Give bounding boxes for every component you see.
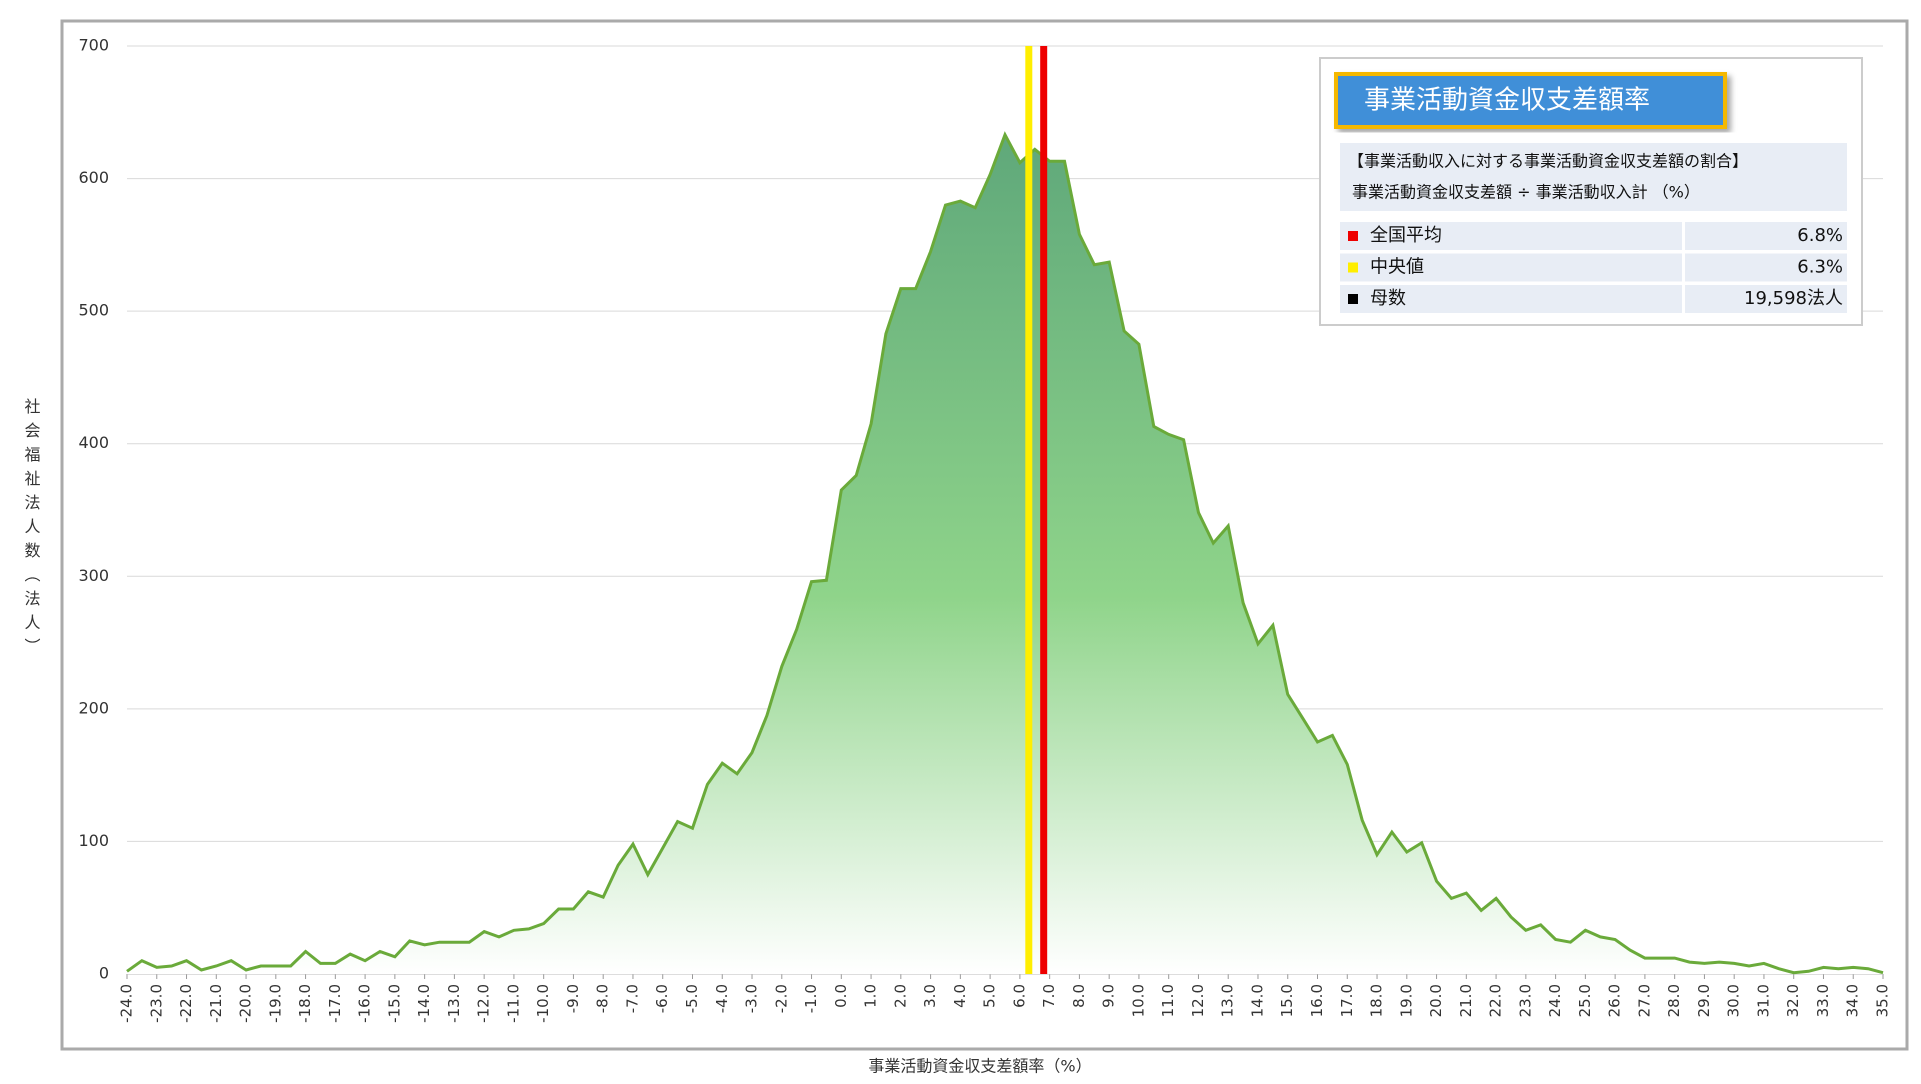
x-tick-label: 9.0 bbox=[1100, 984, 1118, 1008]
info-row-bg bbox=[1340, 222, 1682, 250]
x-tick-label: 24.0 bbox=[1546, 984, 1564, 1017]
x-tick-label: -11.0 bbox=[504, 984, 522, 1023]
x-tick-label: 11.0 bbox=[1159, 984, 1177, 1017]
info-desc-bg bbox=[1340, 143, 1847, 211]
info-title: 事業活動資金収支差額率 bbox=[1364, 86, 1650, 116]
x-tick-label: 25.0 bbox=[1576, 984, 1594, 1017]
x-tick-label: -10.0 bbox=[534, 984, 552, 1023]
x-tick-label: -14.0 bbox=[415, 984, 433, 1023]
x-tick-label: 30.0 bbox=[1725, 984, 1743, 1017]
area-line bbox=[126, 131, 1884, 975]
x-tick-label: 17.0 bbox=[1338, 984, 1356, 1017]
info-row-bg bbox=[1340, 253, 1682, 282]
info-row-bg bbox=[1685, 285, 1847, 313]
x-tick-label: -13.0 bbox=[445, 984, 463, 1023]
info-desc: 事業活動資金収支差額 ÷ 事業活動収入計 （%） bbox=[1352, 183, 1700, 202]
x-tick-label: 19.0 bbox=[1397, 984, 1415, 1017]
x-tick-label: 14.0 bbox=[1248, 984, 1266, 1017]
x-tick-label: -2.0 bbox=[772, 984, 790, 1013]
y-tick-label: 700 bbox=[78, 36, 109, 55]
x-tick-label: 35.0 bbox=[1874, 984, 1892, 1017]
x-tick-label: 2.0 bbox=[891, 984, 909, 1008]
area-fill bbox=[127, 134, 1883, 975]
info-box: 事業活動資金収支差額率 【事業活動収入に対する事業活動資金収支差額の割合】 事業… bbox=[1319, 57, 1863, 326]
plot: 0 100 200 300 400 500 600 700 -24.0 -23.0 -22.0 -21… bbox=[78, 36, 1891, 1023]
x-tick-label: -24.0 bbox=[118, 984, 136, 1023]
x-tick-label: -22.0 bbox=[177, 984, 195, 1023]
info-value: 6.8% bbox=[1797, 225, 1843, 246]
x-tick-label: -15.0 bbox=[385, 984, 403, 1023]
x-tick-label: -5.0 bbox=[683, 984, 701, 1013]
x-tick-label: -16.0 bbox=[356, 984, 374, 1023]
x-tick-label: 6.0 bbox=[1010, 984, 1028, 1008]
x-tick-label: 28.0 bbox=[1665, 984, 1683, 1017]
x-tick-label: 15.0 bbox=[1278, 984, 1296, 1017]
y-tick-label: 500 bbox=[78, 301, 109, 320]
x-tick-label: -4.0 bbox=[713, 984, 731, 1013]
x-tick-label: -17.0 bbox=[326, 984, 344, 1023]
x-tick-label: 0.0 bbox=[832, 984, 850, 1008]
x-tick-label: -21.0 bbox=[207, 984, 225, 1023]
y-tick-label: 0 bbox=[99, 964, 109, 983]
x-tick-label: 18.0 bbox=[1368, 984, 1386, 1017]
x-tick-label: -20.0 bbox=[237, 984, 255, 1023]
legend-label: 母数 bbox=[1370, 288, 1406, 309]
info-value: 19,598法人 bbox=[1744, 288, 1843, 309]
x-tick-label: -1.0 bbox=[802, 984, 820, 1013]
legend-swatch bbox=[1348, 294, 1358, 304]
info-desc: 【事業活動収入に対する事業活動資金収支差額の割合】 bbox=[1348, 152, 1748, 171]
info-row-bg bbox=[1340, 285, 1682, 313]
x-tick-label: -12.0 bbox=[475, 984, 493, 1023]
x-tick-label: 7.0 bbox=[1040, 984, 1058, 1008]
info-title-box bbox=[1334, 72, 1727, 129]
x-tick-label: 21.0 bbox=[1457, 984, 1475, 1017]
x-axis-title: 事業活動資金収支差額率（%） bbox=[868, 1057, 1091, 1076]
x-tick-label: 16.0 bbox=[1308, 984, 1326, 1017]
x-tick-label: 10.0 bbox=[1129, 984, 1147, 1017]
x-tick-label: -23.0 bbox=[147, 984, 165, 1023]
x-tick-label: 4.0 bbox=[951, 984, 969, 1008]
frame bbox=[60, 19, 1909, 1051]
x-tick-label: 23.0 bbox=[1516, 984, 1534, 1017]
x-tick-label: -19.0 bbox=[266, 984, 284, 1023]
legend-label: 中央値 bbox=[1370, 257, 1424, 278]
y-tick-label: 300 bbox=[78, 566, 109, 585]
legend-swatch bbox=[1348, 262, 1358, 273]
x-tick-label: -9.0 bbox=[564, 984, 582, 1013]
x-tick-label: 33.0 bbox=[1814, 984, 1832, 1017]
x-tick-label: -3.0 bbox=[743, 984, 761, 1013]
y-tick-label: 400 bbox=[78, 433, 109, 452]
x-tick-label: -7.0 bbox=[623, 984, 641, 1013]
x-tick-label: 32.0 bbox=[1784, 984, 1802, 1017]
x-tick-label: 5.0 bbox=[981, 984, 999, 1008]
y-tick-label: 200 bbox=[78, 698, 109, 717]
x-tick-label: 8.0 bbox=[1070, 984, 1088, 1008]
legend-swatch bbox=[1348, 231, 1358, 241]
x-tick-label: 1.0 bbox=[862, 984, 880, 1008]
info-row-bg bbox=[1685, 222, 1847, 250]
x-tick-label: 12.0 bbox=[1189, 984, 1207, 1017]
x-tick-label: -8.0 bbox=[594, 984, 612, 1013]
x-tick-label: -6.0 bbox=[653, 984, 671, 1013]
x-tick-label: 31.0 bbox=[1754, 984, 1772, 1017]
legend-label: 全国平均 bbox=[1370, 225, 1442, 246]
info-value: 6.3% bbox=[1797, 257, 1843, 278]
info-rows: 全国平均 6.8% 中央値 6.3% 母数 19,598法人 bbox=[1340, 222, 1847, 313]
y-axis-title: 社会福祉法人数（法人） bbox=[22, 398, 41, 662]
x-tick-label: 13.0 bbox=[1219, 984, 1237, 1017]
y-tick-label: 600 bbox=[78, 168, 109, 187]
x-tick-label: 29.0 bbox=[1695, 984, 1713, 1017]
x-tick-label: 3.0 bbox=[921, 984, 939, 1008]
x-tick-label: 27.0 bbox=[1635, 984, 1653, 1017]
x-tick-label: 20.0 bbox=[1427, 984, 1445, 1017]
x-tick-label: -18.0 bbox=[296, 984, 314, 1023]
info-row-bg bbox=[1685, 253, 1847, 282]
x-tick-label: 22.0 bbox=[1487, 984, 1505, 1017]
x-tick-label: 34.0 bbox=[1844, 984, 1862, 1017]
x-tick-label: 26.0 bbox=[1606, 984, 1624, 1017]
y-tick-label: 100 bbox=[78, 831, 109, 850]
